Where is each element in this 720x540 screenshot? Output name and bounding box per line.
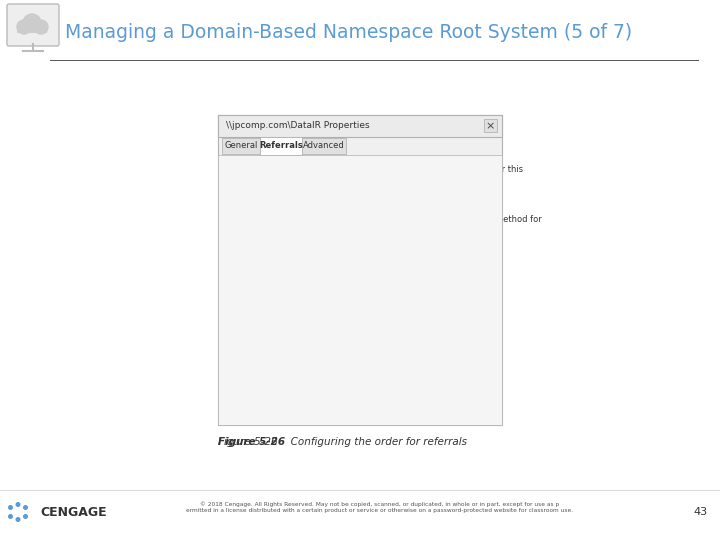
- Text: Lowest cost: Lowest cost: [235, 253, 288, 261]
- Text: 43: 43: [694, 507, 708, 517]
- Text: OK: OK: [310, 404, 323, 414]
- Text: \\jpcomp.com\DataIR Properties: \\jpcomp.com\DataIR Properties: [226, 122, 369, 131]
- Circle shape: [34, 20, 48, 34]
- Circle shape: [17, 20, 31, 34]
- Circle shape: [9, 505, 12, 509]
- Bar: [260, 137, 302, 155]
- Text: Cancel: Cancel: [355, 404, 385, 414]
- Bar: [17, 23, 47, 33]
- Text: Specify the amount of time that clients cache (store) referrals for this: Specify the amount of time that clients …: [230, 165, 523, 174]
- Text: 300: 300: [392, 190, 409, 199]
- Text: Clients fail back to preferred targets: Clients fail back to preferred targets: [242, 274, 395, 284]
- Text: ordering targets outside of the client's site.: ordering targets outside of the client's…: [230, 224, 413, 233]
- Text: namespace.: namespace.: [230, 174, 282, 183]
- Circle shape: [9, 515, 12, 518]
- Text: Managing a Domain-Based Namespace Root System (5 of 7): Managing a Domain-Based Namespace Root S…: [65, 24, 632, 43]
- Text: Cache duration (in seconds):: Cache duration (in seconds):: [230, 189, 351, 198]
- Bar: [484, 119, 497, 132]
- Bar: [218, 115, 502, 137]
- Bar: [222, 138, 260, 154]
- Text: Referrals: Referrals: [259, 141, 303, 151]
- Text: Targets in a client's site are listed first in a referral.  Select the method fo: Targets in a client's site are listed fi…: [230, 215, 541, 224]
- Text: Ordering method:: Ordering method:: [230, 239, 305, 248]
- Text: Advanced: Advanced: [303, 141, 345, 151]
- Text: Figure 5-26: Figure 5-26: [218, 437, 285, 447]
- Text: ∨: ∨: [410, 253, 416, 261]
- Bar: [388, 188, 440, 201]
- Circle shape: [16, 518, 20, 521]
- Circle shape: [23, 14, 41, 32]
- Circle shape: [24, 505, 27, 509]
- FancyBboxPatch shape: [7, 4, 59, 46]
- Bar: [218, 115, 502, 425]
- Bar: [346, 401, 394, 417]
- Bar: [302, 138, 346, 154]
- Bar: [230, 250, 420, 264]
- Bar: [230, 275, 238, 283]
- Circle shape: [24, 515, 27, 518]
- Text: ×: ×: [486, 121, 495, 131]
- Text: Figure 5-26    Configuring the order for referrals: Figure 5-26 Configuring the order for re…: [218, 437, 467, 447]
- Text: © 2018 Cengage. All Rights Reserved. May not be copied, scanned, or duplicated, : © 2018 Cengage. All Rights Reserved. May…: [200, 501, 559, 507]
- Circle shape: [16, 503, 20, 507]
- Text: ermitted in a license distributed with a certain product or service or otherwise: ermitted in a license distributed with a…: [186, 508, 574, 513]
- Bar: [400, 401, 448, 417]
- Text: General: General: [225, 141, 258, 151]
- Bar: [292, 401, 340, 417]
- Bar: [218, 155, 502, 425]
- Text: CENGAGE: CENGAGE: [40, 505, 107, 518]
- Text: Apply: Apply: [411, 404, 437, 414]
